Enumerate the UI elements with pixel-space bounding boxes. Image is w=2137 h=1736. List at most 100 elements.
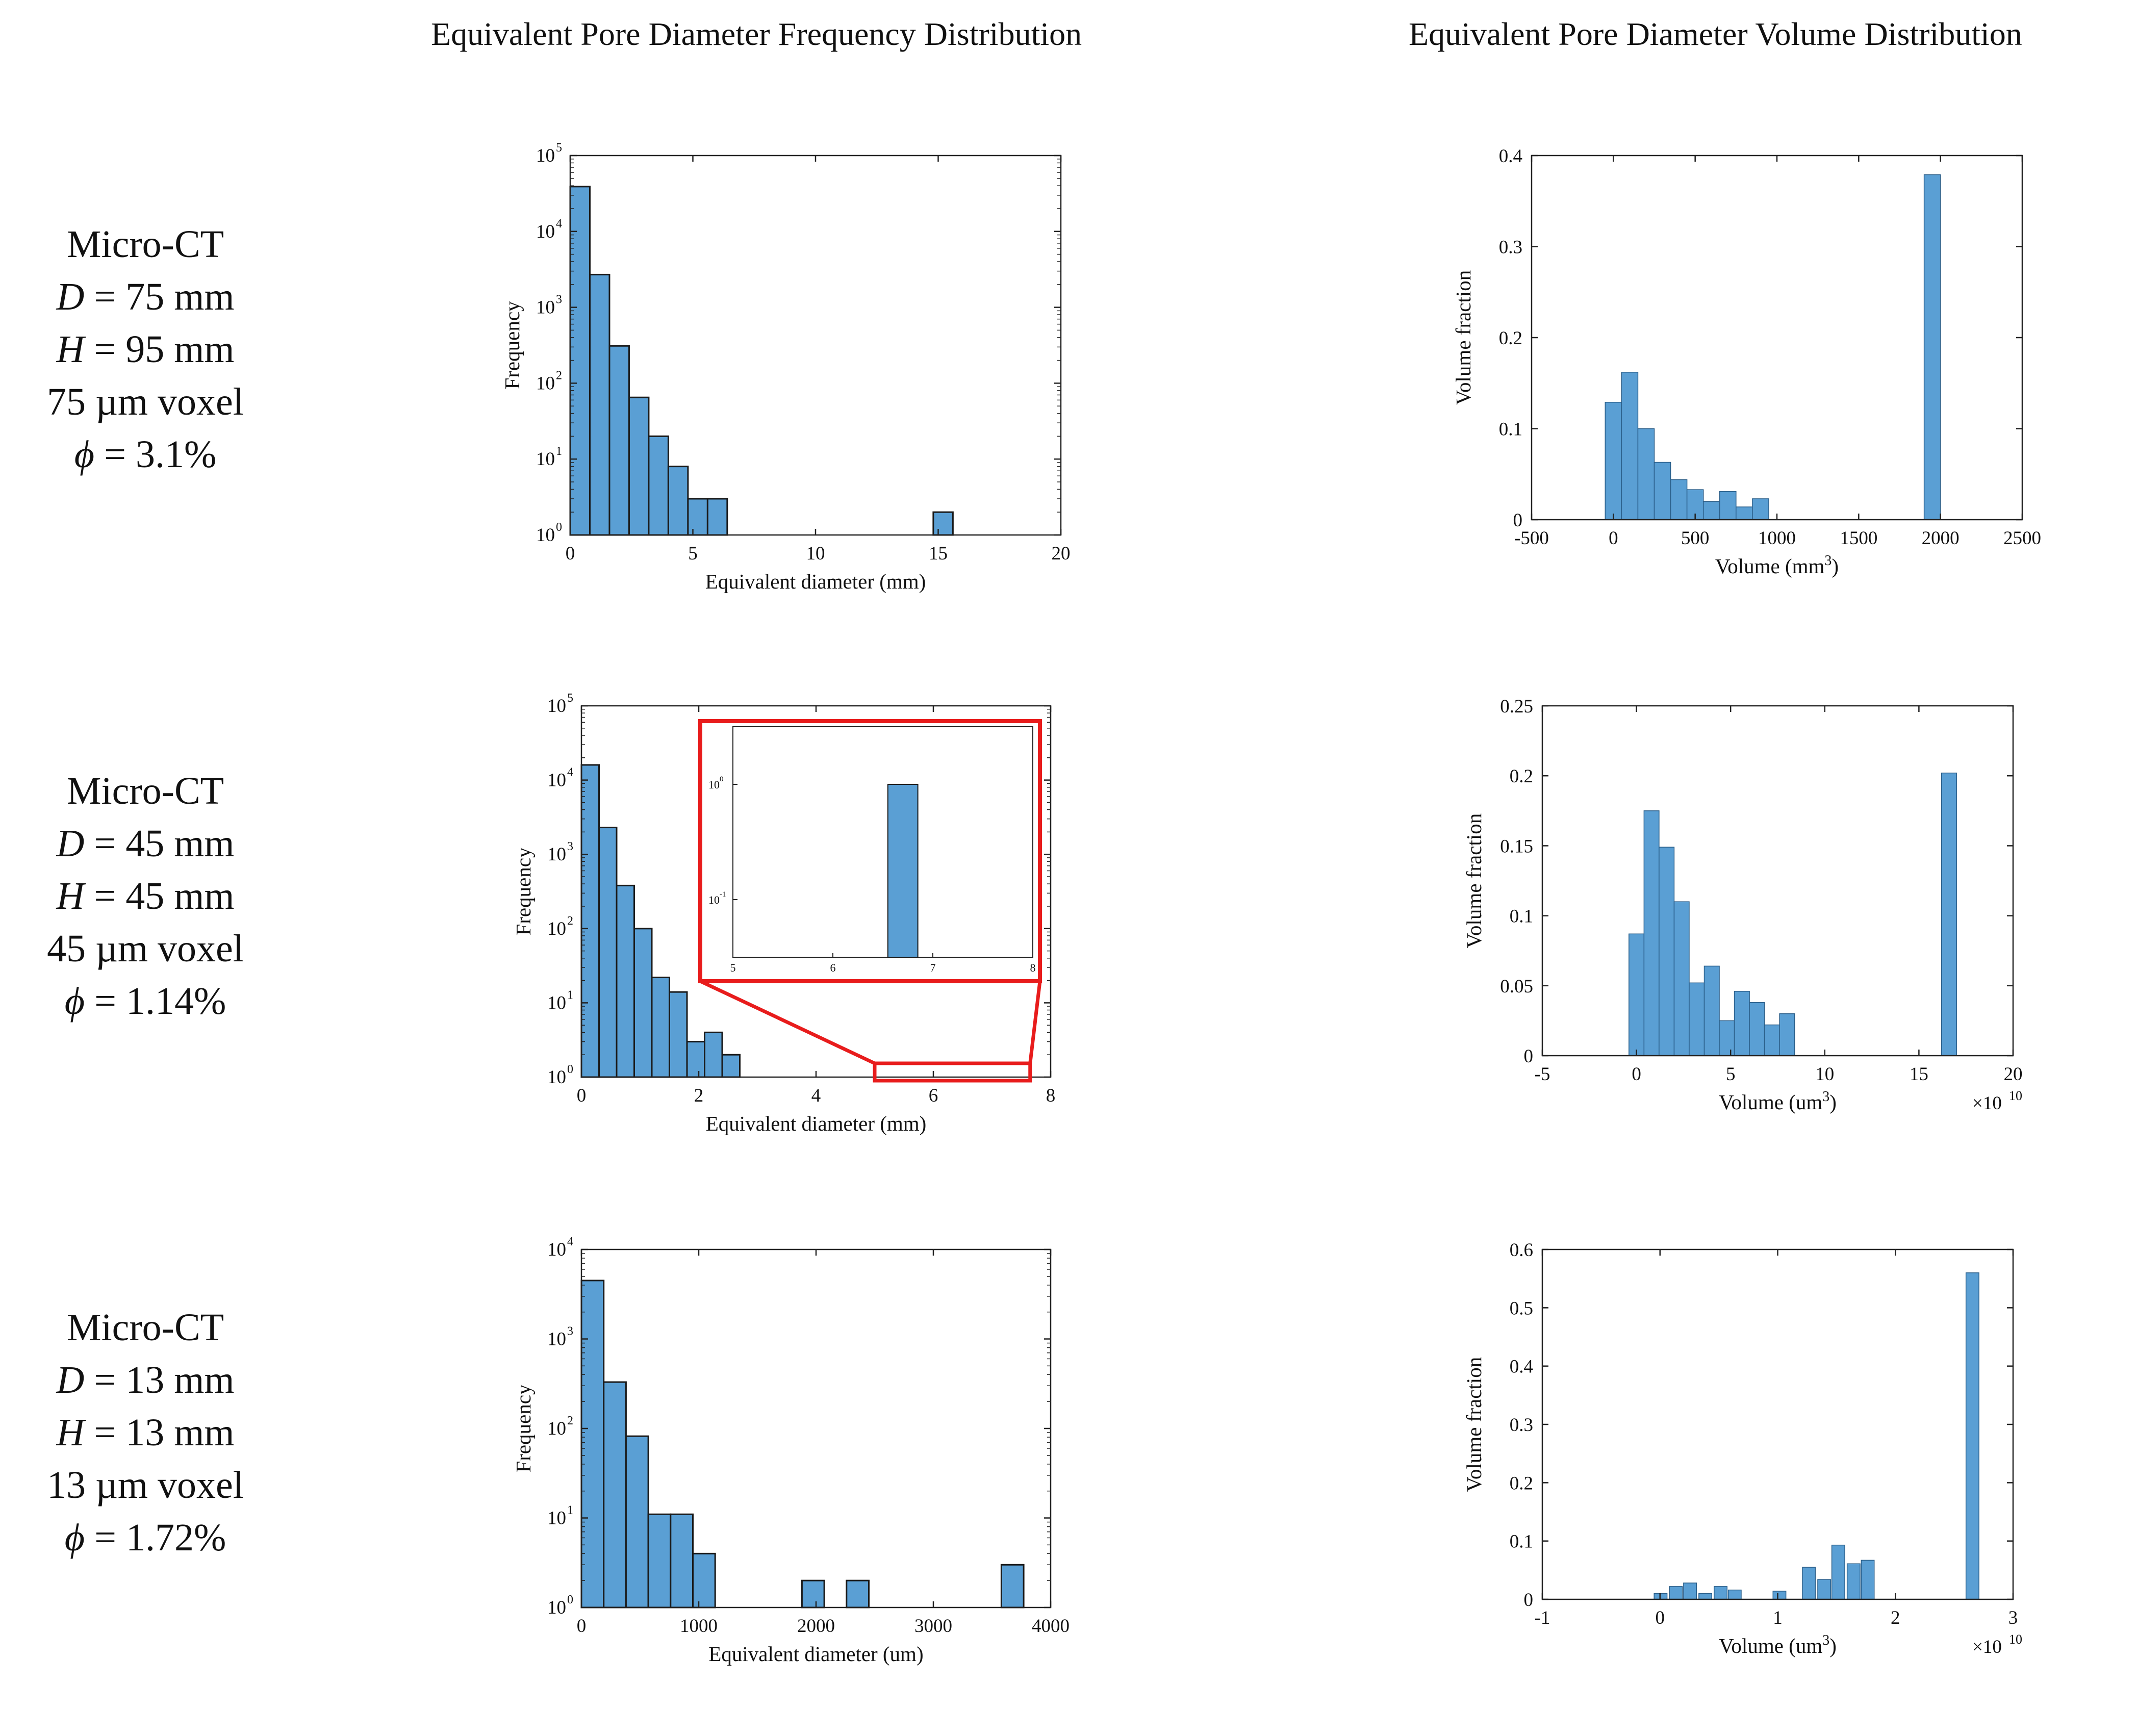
y-tick-exponent: 5 bbox=[556, 141, 562, 155]
bar-5 bbox=[1703, 965, 1720, 1056]
x-axis-label: Equivalent diameter (mm) bbox=[706, 1112, 927, 1135]
y-tick-label: 10 bbox=[547, 1239, 566, 1260]
x-tick-label: 10 bbox=[806, 543, 825, 564]
axis-multiplier-exponent: 10 bbox=[2009, 1632, 2022, 1647]
inset-y-tick-label: 10 bbox=[708, 893, 720, 906]
bar-1 bbox=[598, 827, 618, 1078]
y-tick-exponent: 2 bbox=[567, 914, 573, 928]
inset-axes-box bbox=[732, 726, 1033, 958]
y-axis-label: Volume fraction bbox=[1462, 1357, 1486, 1492]
row-label-75: Micro-CT D = 75 mm H = 95 mm 75 µm voxel… bbox=[20, 218, 270, 481]
x-axis-label: Volume (um3) bbox=[1719, 1089, 1837, 1114]
porosity-label: ϕ = 3.1% bbox=[74, 433, 217, 476]
method-label: Micro-CT bbox=[66, 1306, 224, 1349]
voxel-label: 13 µm voxel bbox=[47, 1464, 244, 1507]
inset-x-tick-label: 8 bbox=[1030, 961, 1036, 974]
height-label: H = 13 mm bbox=[56, 1411, 235, 1454]
bar-0 bbox=[1629, 933, 1645, 1056]
bar-10 bbox=[1779, 1013, 1795, 1056]
y-tick-label: 0.2 bbox=[1510, 766, 1533, 787]
bar-9 bbox=[1764, 1024, 1780, 1056]
x-tick-label: 15 bbox=[929, 543, 948, 564]
y-tick-label: 0 bbox=[1524, 1590, 1534, 1611]
x-tick-label: 0 bbox=[577, 1616, 587, 1637]
x-tick-label: 4 bbox=[811, 1085, 821, 1106]
x-tick-label: 1 bbox=[1773, 1607, 1783, 1628]
bar-12 bbox=[1965, 1272, 1979, 1600]
y-tick-label: 10 bbox=[547, 1418, 566, 1439]
bar-1 bbox=[1621, 372, 1639, 520]
bar-7 bbox=[1802, 1567, 1816, 1600]
x-tick-label: -500 bbox=[1514, 528, 1549, 549]
inset-x-tick-label: 7 bbox=[930, 961, 936, 974]
y-tick-exponent: 4 bbox=[567, 766, 573, 779]
diameter-label: D = 75 mm bbox=[56, 275, 235, 318]
y-tick-label: 0.1 bbox=[1499, 419, 1522, 440]
y-tick-label: 10 bbox=[536, 221, 555, 242]
y-tick-label: 10 bbox=[547, 1597, 566, 1618]
x-tick-label: 1000 bbox=[680, 1616, 718, 1637]
bar-2 bbox=[1683, 1582, 1697, 1600]
y-tick-label: 10 bbox=[547, 1067, 566, 1088]
y-tick-label: 0 bbox=[1524, 1046, 1534, 1067]
inset-y-tick-label: 10 bbox=[708, 778, 720, 791]
bar-7 bbox=[1734, 991, 1750, 1056]
row-label-45: Micro-CT D = 45 mm H = 45 mm 45 µm voxel… bbox=[20, 765, 270, 1028]
y-tick-label: 0 bbox=[1513, 510, 1523, 531]
inset-y-tick-exponent: 0 bbox=[720, 775, 724, 783]
x-tick-label: 1500 bbox=[1840, 528, 1877, 549]
y-tick-exponent: 5 bbox=[567, 692, 573, 705]
diameter-label: D = 13 mm bbox=[56, 1359, 235, 1401]
bar-8 bbox=[1736, 506, 1753, 520]
y-tick-label: 0.6 bbox=[1510, 1240, 1533, 1261]
x-tick-label: -1 bbox=[1535, 1607, 1550, 1628]
voxel-label: 75 µm voxel bbox=[47, 380, 244, 423]
bar-5 bbox=[669, 991, 688, 1078]
y-tick-label: 10 bbox=[547, 770, 566, 791]
x-tick-label: 0 bbox=[577, 1085, 587, 1106]
y-tick-label: 10 bbox=[536, 297, 555, 318]
bar-4 bbox=[670, 1513, 694, 1609]
diameter-label: D = 45 mm bbox=[56, 822, 235, 865]
y-axis-label: Volume fraction bbox=[1452, 270, 1475, 405]
bar-3 bbox=[628, 396, 650, 536]
y-tick-label: 0.2 bbox=[1499, 328, 1522, 349]
x-tick-label: 20 bbox=[1052, 543, 1071, 564]
bar-2 bbox=[616, 884, 635, 1078]
height-label: H = 45 mm bbox=[56, 875, 235, 917]
y-tick-exponent: 2 bbox=[567, 1414, 573, 1427]
x-tick-label: 0 bbox=[1656, 1607, 1665, 1628]
x-tick-label: 10 bbox=[1815, 1064, 1834, 1085]
y-tick-label: 0.05 bbox=[1500, 976, 1533, 997]
chart-vol-75: -500 0 500 1000 1500 2000 250000.10.20.30.4Vol… bbox=[1452, 146, 2041, 578]
y-tick-exponent: 3 bbox=[567, 1325, 573, 1338]
x-tick-label: 3 bbox=[2008, 1607, 2018, 1628]
y-tick-label: 10 bbox=[547, 696, 566, 717]
y-tick-exponent: 1 bbox=[567, 988, 573, 1002]
bar-3 bbox=[1698, 1593, 1713, 1600]
bar-7 bbox=[846, 1579, 870, 1609]
y-tick-label: 0.1 bbox=[1510, 906, 1533, 927]
bar-0 bbox=[580, 764, 600, 1078]
x-tick-label: 6 bbox=[929, 1085, 938, 1106]
inset-x-tick-label: 5 bbox=[730, 961, 736, 974]
y-tick-label: 0.3 bbox=[1510, 1415, 1533, 1436]
y-tick-label: 0.15 bbox=[1500, 836, 1533, 857]
y-axis-label: Frequency bbox=[512, 1384, 535, 1473]
y-tick-label: 10 bbox=[536, 373, 555, 394]
bar-2 bbox=[608, 345, 630, 536]
x-axis-label: Equivalent diameter (um) bbox=[708, 1642, 923, 1666]
bar-5 bbox=[1727, 1589, 1742, 1600]
bar-9 bbox=[1752, 498, 1769, 520]
bar-4 bbox=[1670, 479, 1688, 520]
x-tick-label: 0 bbox=[1609, 528, 1618, 549]
header-volume: Equivalent Pore Diameter Volume Distribu… bbox=[1409, 16, 2022, 52]
bar-10 bbox=[1846, 1563, 1861, 1600]
axes-box bbox=[1541, 1248, 2014, 1600]
inset-y-tick-exponent: -1 bbox=[720, 890, 726, 899]
axis-multiplier: ×10 bbox=[1972, 1637, 2002, 1657]
x-tick-label: 3000 bbox=[914, 1616, 952, 1637]
bar-4 bbox=[1689, 982, 1705, 1056]
